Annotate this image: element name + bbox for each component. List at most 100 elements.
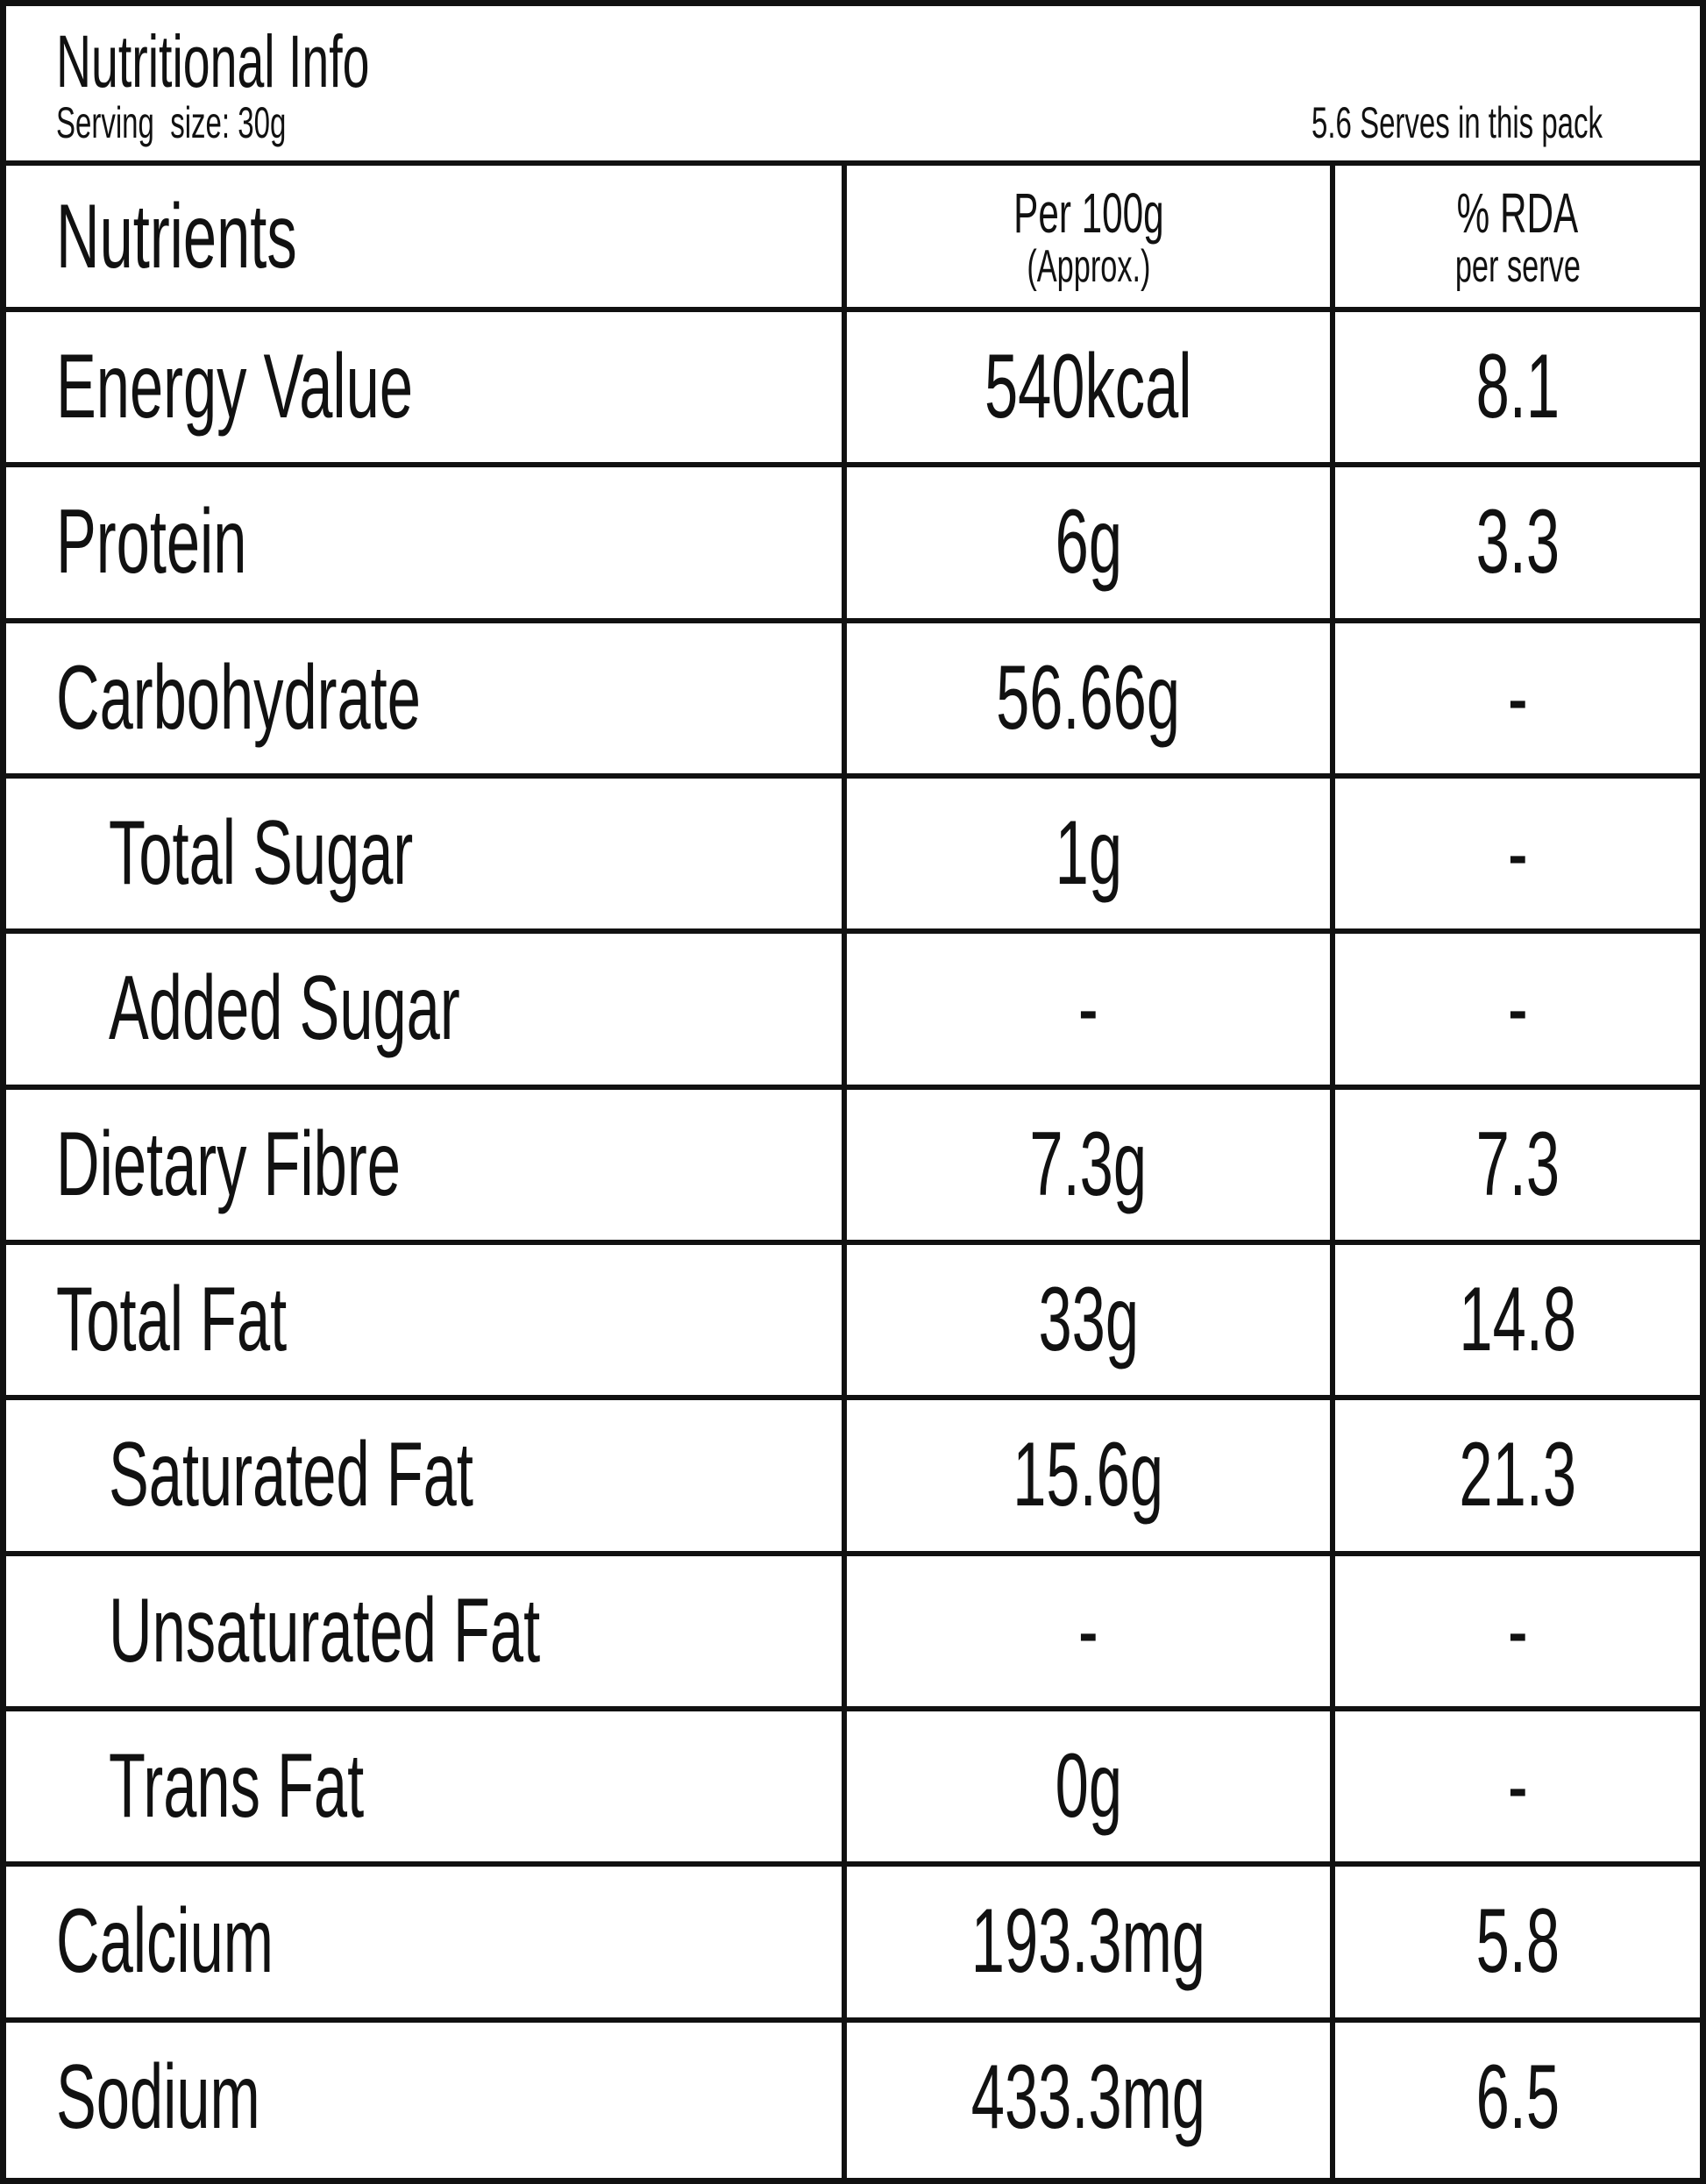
value-text: 33g — [1038, 1269, 1139, 1371]
value-cell: 7.3g — [847, 1090, 1330, 1240]
column-header-text: per serve — [1454, 241, 1581, 293]
value-text: 6.5 — [1475, 2045, 1560, 2148]
column-header-text: (Approx.) — [1026, 241, 1151, 293]
value-text: - — [1507, 1735, 1528, 1838]
column-header-text: Per 100g — [1013, 181, 1164, 245]
value-cell: 6g — [847, 467, 1330, 617]
column-header: Per 100g (Approx.) — [847, 166, 1330, 309]
nutrient-cell: Added Sugar — [109, 934, 880, 1084]
serving-size: Serving size: 30g — [56, 98, 404, 147]
nutrient-text: Trans Fat — [109, 1735, 365, 1838]
value-text: 3.3 — [1475, 491, 1560, 594]
value-text: - — [1507, 957, 1528, 1060]
column-header-text: % RDA — [1456, 181, 1579, 245]
value-text: - — [1507, 1579, 1528, 1682]
value-text: 6g — [1055, 491, 1122, 594]
value-cell: - — [847, 934, 1330, 1084]
value-cell: 1g — [847, 779, 1330, 928]
value-text: 5.8 — [1475, 1890, 1560, 1993]
value-text: - — [1078, 1579, 1098, 1682]
value-text: 1g — [1055, 802, 1122, 905]
value-text: 8.1 — [1475, 336, 1560, 438]
serving-size-text: Serving size: 30g — [56, 98, 287, 147]
nutrient-text: Sodium — [56, 2045, 260, 2148]
value-text: 193.3mg — [970, 1890, 1206, 1993]
value-cell: 14.8 — [1335, 1245, 1700, 1395]
value-cell: 540kcal — [847, 312, 1330, 462]
value-cell: - — [1335, 934, 1700, 1084]
value-cell: 21.3 — [1335, 1400, 1700, 1550]
value-text: 14.8 — [1459, 1269, 1576, 1371]
row-rule — [0, 928, 1706, 935]
nutrient-text: Saturated Fat — [109, 1424, 473, 1526]
column-header-text: Nutrients — [56, 186, 297, 288]
nutrient-cell: Saturated Fat — [109, 1400, 880, 1550]
nutrient-text: Unsaturated Fat — [109, 1579, 541, 1682]
title-text: Nutritional Info — [56, 19, 370, 103]
serves-text: 5.6 Serves in this pack — [1311, 98, 1603, 147]
value-text: - — [1507, 802, 1528, 905]
nutrient-text: Total Fat — [56, 1269, 288, 1371]
value-cell: - — [1335, 1556, 1700, 1706]
value-cell: 193.3mg — [847, 1867, 1330, 2017]
nutrient-text: Dietary Fibre — [56, 1113, 401, 1215]
value-cell: 3.3 — [1335, 467, 1700, 617]
row-rule — [0, 1395, 1706, 1401]
nutrient-text: Added Sugar — [109, 957, 460, 1060]
value-cell: 15.6g — [847, 1400, 1330, 1550]
serves: 5.6 Serves in this pack — [877, 98, 1603, 147]
value-text: 7.3g — [1029, 1113, 1148, 1215]
nutrient-text: Protein — [56, 491, 247, 594]
row-rule — [0, 462, 1706, 468]
value-text: 56.66g — [996, 646, 1181, 749]
value-cell: 56.66g — [847, 623, 1330, 773]
nutrient-cell: Protein — [56, 467, 828, 617]
nutrient-cell: Trans Fat — [109, 1711, 880, 1861]
value-cell: 0g — [847, 1711, 1330, 1861]
column-divider — [1330, 160, 1335, 2184]
value-text: - — [1078, 957, 1098, 1060]
row-rule — [0, 1706, 1706, 1711]
value-cell: 7.3 — [1335, 1090, 1700, 1240]
value-cell: - — [847, 1556, 1330, 1706]
header-rule — [0, 160, 1706, 166]
nutrient-text: Energy Value — [56, 336, 414, 438]
nutrient-text: Calcium — [56, 1890, 274, 1993]
value-text: 15.6g — [1013, 1424, 1164, 1526]
row-rule — [0, 617, 1706, 623]
value-text: 433.3mg — [970, 2045, 1206, 2148]
row-rule — [0, 1550, 1706, 1556]
row-rule — [0, 1861, 1706, 1867]
value-cell: - — [1335, 779, 1700, 928]
row-rule — [0, 307, 1706, 312]
value-cell: - — [1335, 623, 1700, 773]
value-cell: 433.3mg — [847, 2023, 1330, 2173]
nutrient-cell: Calcium — [56, 1867, 828, 2017]
value-text: 540kcal — [985, 336, 1192, 438]
value-cell: 5.8 — [1335, 1867, 1700, 2017]
nutrient-cell: Dietary Fibre — [56, 1090, 828, 1240]
nutrient-cell: Carbohydrate — [56, 623, 828, 773]
nutrient-cell: Total Sugar — [109, 779, 880, 928]
nutrient-cell: Unsaturated Fat — [109, 1556, 880, 1706]
nutrient-cell: Total Fat — [56, 1245, 828, 1395]
nutrient-cell: Sodium — [56, 2023, 828, 2173]
column-header: Nutrients — [56, 166, 828, 309]
value-text: - — [1507, 646, 1528, 749]
nutrient-cell: Energy Value — [56, 312, 828, 462]
value-text: 0g — [1055, 1735, 1122, 1838]
value-cell: 6.5 — [1335, 2023, 1700, 2173]
value-text: 21.3 — [1459, 1424, 1576, 1526]
title: Nutritional Info — [56, 19, 531, 103]
column-header: % RDA per serve — [1335, 166, 1700, 309]
value-text: 7.3 — [1475, 1113, 1560, 1215]
nutrient-text: Carbohydrate — [56, 646, 421, 749]
value-cell: 8.1 — [1335, 312, 1700, 462]
row-rule — [0, 2017, 1706, 2023]
value-cell: 33g — [847, 1245, 1330, 1395]
row-rule — [0, 773, 1706, 779]
nutrient-text: Total Sugar — [109, 802, 414, 905]
row-rule — [0, 1240, 1706, 1245]
